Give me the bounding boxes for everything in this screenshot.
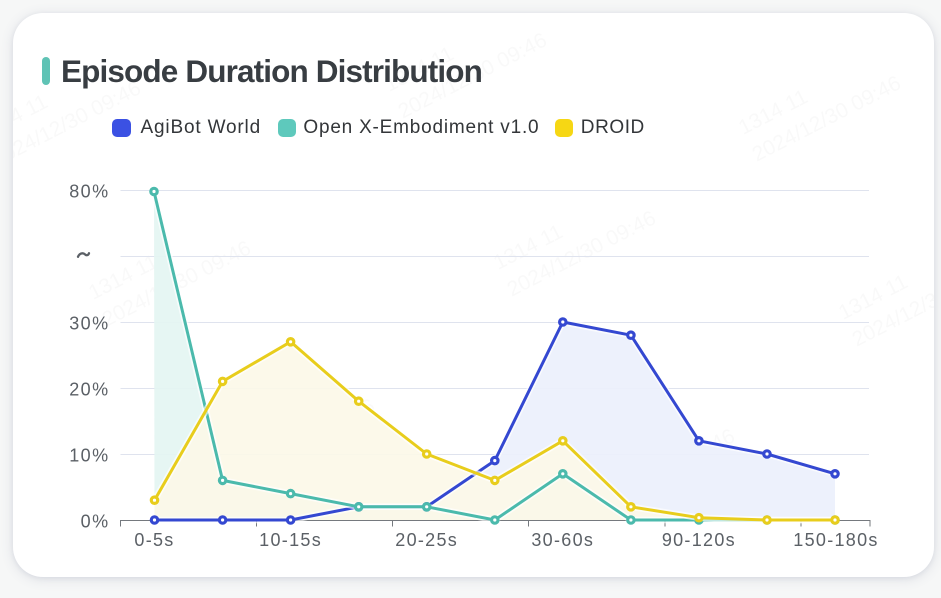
- svg-text:20%: 20%: [69, 379, 109, 399]
- svg-text:0-5s: 0-5s: [134, 530, 174, 550]
- svg-text:10-15s: 10-15s: [259, 530, 322, 550]
- svg-text:150-180s: 150-180s: [793, 530, 878, 550]
- svg-text:10%: 10%: [69, 445, 109, 465]
- svg-text:80%: 80%: [69, 181, 109, 201]
- svg-text:30-60s: 30-60s: [531, 530, 594, 550]
- svg-text:90-120s: 90-120s: [662, 530, 736, 550]
- svg-text:20-25s: 20-25s: [395, 530, 458, 550]
- svg-text:0%: 0%: [81, 511, 110, 531]
- svg-text:30%: 30%: [69, 313, 109, 333]
